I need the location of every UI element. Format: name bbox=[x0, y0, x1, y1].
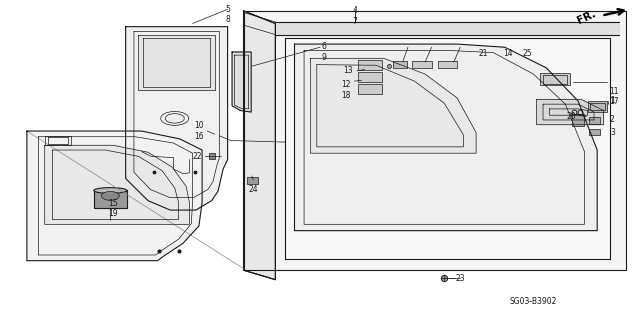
Bar bbox=[246, 177, 258, 184]
Text: 12
18: 12 18 bbox=[341, 80, 351, 100]
Polygon shape bbox=[294, 44, 597, 231]
Polygon shape bbox=[45, 145, 189, 224]
Text: 11
17: 11 17 bbox=[609, 87, 619, 106]
Polygon shape bbox=[125, 27, 228, 210]
Bar bbox=[589, 129, 600, 136]
Bar bbox=[358, 60, 383, 70]
Text: 22: 22 bbox=[193, 152, 202, 161]
Circle shape bbox=[101, 191, 119, 200]
Polygon shape bbox=[138, 34, 215, 90]
Bar bbox=[543, 75, 567, 84]
Bar bbox=[94, 190, 127, 208]
Bar bbox=[358, 84, 383, 94]
Bar bbox=[438, 61, 457, 69]
Ellipse shape bbox=[94, 188, 127, 193]
Text: 21: 21 bbox=[478, 49, 488, 58]
Bar bbox=[412, 61, 431, 69]
Polygon shape bbox=[232, 52, 251, 112]
Text: 20: 20 bbox=[567, 112, 577, 121]
Text: SG03-B3902: SG03-B3902 bbox=[510, 297, 557, 306]
Text: 3: 3 bbox=[610, 128, 615, 137]
Text: 4
7: 4 7 bbox=[353, 6, 358, 26]
Bar bbox=[572, 114, 584, 126]
Text: 24: 24 bbox=[249, 185, 259, 194]
Bar bbox=[394, 61, 407, 69]
Text: 6
9: 6 9 bbox=[321, 42, 326, 62]
Polygon shape bbox=[244, 11, 626, 270]
Text: 15
19: 15 19 bbox=[108, 199, 118, 219]
Bar bbox=[205, 131, 220, 141]
Polygon shape bbox=[285, 38, 610, 259]
Text: 10
16: 10 16 bbox=[195, 121, 204, 141]
Text: 1: 1 bbox=[610, 97, 614, 106]
Bar bbox=[589, 117, 600, 124]
Text: 13: 13 bbox=[344, 66, 353, 76]
Polygon shape bbox=[244, 11, 275, 280]
Polygon shape bbox=[27, 131, 202, 261]
Bar bbox=[358, 72, 383, 82]
Bar bbox=[588, 101, 607, 112]
Polygon shape bbox=[310, 58, 476, 153]
Polygon shape bbox=[537, 100, 604, 125]
Bar bbox=[589, 103, 605, 110]
Text: 25: 25 bbox=[522, 49, 532, 58]
Text: FR.: FR. bbox=[576, 9, 598, 26]
Polygon shape bbox=[275, 22, 620, 34]
Text: 5
8: 5 8 bbox=[225, 4, 230, 24]
Bar bbox=[540, 73, 570, 85]
Text: 14: 14 bbox=[503, 49, 513, 58]
Text: 2: 2 bbox=[610, 115, 614, 124]
Text: 23: 23 bbox=[455, 274, 465, 283]
